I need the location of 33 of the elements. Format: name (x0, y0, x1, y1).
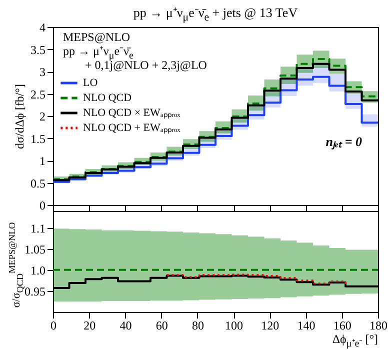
chart-title: pp → μ⁺ν$_{μ}$e⁻ν̄$_{e}$ + jets @ 13 TeV (132, 5, 299, 25)
x-tick-label: 140 (297, 318, 316, 332)
y-tick-label: 0.95 (24, 284, 46, 298)
legend-label: NLO QCD (83, 92, 132, 104)
legend-label: NLO QCD + EWₐₚₚᵣₒₓ (83, 122, 182, 134)
legend-label: NLO QCD × EWₐₚₚᵣₒₓ (83, 107, 182, 119)
x-axis-title: Δϕ$_{μ⁺e⁻}$ [°] (332, 332, 378, 350)
x-tick-label: 0 (50, 318, 56, 332)
x-tick-label: 20 (84, 318, 96, 332)
y-tick-label: 2 (40, 110, 46, 124)
y-tick-label: 0 (40, 198, 46, 212)
annotation: MEPS@NLO (63, 30, 130, 44)
x-tick-label: 40 (120, 318, 132, 332)
y-axis-title: dσ/dΔϕ [fb/°] (12, 84, 26, 149)
x-tick-label: 80 (192, 318, 204, 332)
y-tick-label: 4 (40, 20, 46, 34)
annotation: nⱼₑₜ = 0 (326, 134, 362, 149)
y-tick-label: 1 (40, 154, 46, 168)
annotation: pp → μ⁺ν$_{μ}$e⁻ν̄$_{e}$ (63, 44, 134, 62)
y-tick-label: 3 (40, 65, 46, 79)
x-tick-label: 180 (370, 318, 388, 332)
y-tick-label: 1.1 (30, 221, 46, 236)
y-tick-label: 2.5 (30, 87, 46, 102)
y-tick-label: 0.5 (30, 176, 46, 190)
y-tick-label: 1.0 (30, 263, 46, 278)
x-tick-label: 100 (225, 318, 244, 332)
x-tick-label: 160 (333, 318, 352, 332)
y-tick-label: 1.5 (30, 132, 46, 146)
y-tick-label: 1.05 (24, 242, 46, 256)
x-tick-label: 120 (261, 318, 280, 332)
legend-label: LO (83, 77, 98, 89)
x-tick-label: 60 (156, 318, 168, 332)
y-tick-label: 3.5 (30, 42, 46, 57)
